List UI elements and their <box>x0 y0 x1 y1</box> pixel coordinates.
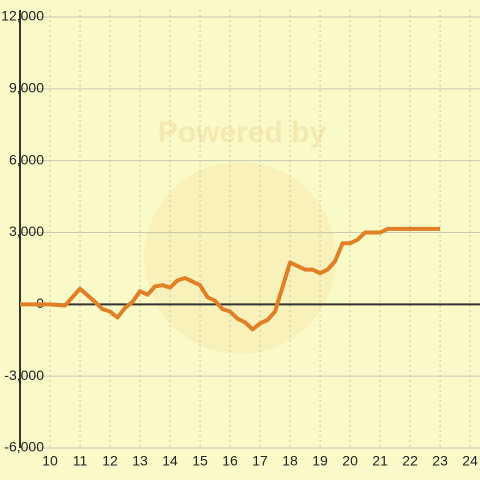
y-tick-label: 6,000 <box>9 151 44 167</box>
x-tick-label: 14 <box>162 453 178 469</box>
x-tick-label: 17 <box>252 453 268 469</box>
x-tick-label: 19 <box>312 453 328 469</box>
y-tick-label: -3,000 <box>4 367 44 383</box>
x-tick-label: 12 <box>102 453 118 469</box>
x-tick-label: 10 <box>42 453 58 469</box>
y-tick-label: 3,000 <box>9 223 44 239</box>
x-tick-label: 20 <box>342 453 358 469</box>
x-tick-label: 15 <box>192 453 208 469</box>
y-tick-label: 9,000 <box>9 80 44 96</box>
x-tick-label: 23 <box>432 453 448 469</box>
y-tick-label: -6,000 <box>4 439 44 455</box>
x-tick-label: 22 <box>402 453 418 469</box>
x-tick-label: 13 <box>132 453 148 469</box>
x-tick-label: 11 <box>73 453 88 469</box>
watermark: Powered by <box>158 116 327 149</box>
x-tick-label: 21 <box>372 453 388 469</box>
x-tick-label: 16 <box>222 453 238 469</box>
x-tick-label: 24 <box>462 453 478 469</box>
x-tick-label: 18 <box>282 453 298 469</box>
y-tick-label: 12,000 <box>1 8 44 24</box>
line <box>20 226 441 332</box>
watermark-logo <box>144 162 336 354</box>
